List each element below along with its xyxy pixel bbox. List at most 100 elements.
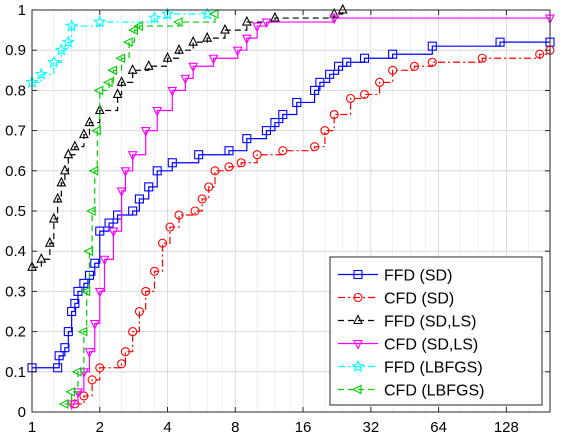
data-point <box>190 206 200 216</box>
series-line <box>74 50 551 405</box>
data-point <box>65 387 76 397</box>
series-4 <box>25 7 214 88</box>
data-point <box>48 212 59 223</box>
data-point <box>127 151 138 161</box>
data-point <box>210 166 220 176</box>
data-point <box>204 182 214 192</box>
legend-label: CFD (LBFGS) <box>384 383 484 400</box>
y-tick-label: 1 <box>18 2 26 19</box>
data-point <box>36 253 47 263</box>
data-point <box>54 43 68 56</box>
data-point <box>252 150 262 160</box>
data-point <box>241 34 252 45</box>
data-point <box>310 142 320 152</box>
data-point <box>108 227 119 238</box>
data-point <box>167 158 177 168</box>
data-point <box>69 140 80 151</box>
data-point <box>99 255 110 266</box>
data-point <box>149 266 160 276</box>
y-tick-label: 0.5 <box>5 203 26 220</box>
data-point <box>84 348 95 358</box>
legend-entry: CFD (SD) <box>338 291 454 308</box>
data-point <box>329 109 339 120</box>
x-tick-label: 128 <box>494 419 519 436</box>
series-line <box>32 13 208 83</box>
data-point <box>477 53 487 63</box>
x-tick-label: 8 <box>231 419 239 436</box>
data-point <box>95 226 105 236</box>
data-point <box>278 109 288 120</box>
data-point <box>52 192 63 203</box>
data-point <box>63 148 74 159</box>
data-point <box>388 49 398 59</box>
data-point <box>116 187 127 198</box>
data-point <box>73 388 83 399</box>
data-point <box>261 126 271 136</box>
data-point <box>535 49 545 59</box>
data-point <box>83 246 94 257</box>
data-point <box>104 218 114 228</box>
data-point <box>89 320 100 330</box>
data-point <box>60 343 70 353</box>
data-point <box>120 347 130 357</box>
data-point <box>141 286 151 296</box>
data-point <box>71 366 82 377</box>
data-point <box>224 146 234 156</box>
data-point <box>65 19 79 32</box>
data-point <box>208 54 219 65</box>
data-point <box>359 53 370 63</box>
data-point <box>188 35 199 46</box>
x-tick-label: 32 <box>362 419 379 436</box>
data-point <box>128 327 138 337</box>
data-point <box>87 375 97 385</box>
x-tick-label: 4 <box>163 419 171 436</box>
data-point <box>116 76 127 86</box>
data-point <box>495 37 505 47</box>
data-point <box>180 74 191 85</box>
series-line <box>32 41 550 369</box>
data-point <box>47 55 61 68</box>
data-point <box>112 88 123 98</box>
series-1 <box>70 45 555 409</box>
legend-entry: FFD (SD) <box>338 268 452 285</box>
data-point <box>197 194 207 204</box>
legend-label: FFD (LBFGS) <box>384 360 483 377</box>
data-point <box>120 167 131 178</box>
x-tick-label: 64 <box>430 419 447 436</box>
data-point <box>94 287 105 298</box>
legend-entry: CFD (LBFGS) <box>338 383 484 400</box>
data-point <box>152 106 163 117</box>
data-point <box>359 89 370 99</box>
data-point <box>102 77 113 88</box>
data-point <box>337 3 348 14</box>
data-point <box>329 7 340 18</box>
data-point <box>93 15 107 28</box>
data-point <box>329 14 340 25</box>
data-point <box>345 93 356 103</box>
axis-ticks: 1 2 4 8 16 32 64 128 0 0.1 0.2 0.3 0.4 0.5 0.6 0.7 0.8 0.… <box>5 2 550 436</box>
data-point <box>157 238 168 248</box>
x-tick-label: 1 <box>28 419 36 436</box>
data-point <box>78 128 89 139</box>
legend-label: FFD (SD) <box>384 268 452 285</box>
data-point <box>220 23 230 34</box>
data-point <box>375 77 385 87</box>
legend-label: CFD (SD,LS) <box>384 337 478 354</box>
data-point <box>174 210 184 220</box>
data-point <box>85 206 96 216</box>
y-tick-label: 0.9 <box>5 42 26 59</box>
data-point <box>427 57 437 67</box>
data-point <box>58 399 69 409</box>
data-point <box>84 116 95 127</box>
data-point <box>409 61 420 71</box>
legend-box <box>329 256 543 406</box>
data-point <box>133 21 143 31</box>
y-tick-label: 0.8 <box>5 82 26 99</box>
data-point <box>194 150 204 160</box>
series-5 <box>58 9 219 409</box>
data-point <box>134 306 144 317</box>
data-point <box>208 9 219 19</box>
data-point <box>252 22 263 33</box>
legend-marker <box>351 384 362 395</box>
